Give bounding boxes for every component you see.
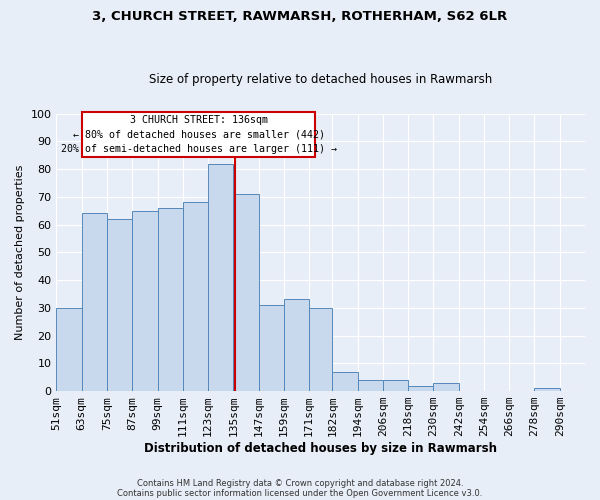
Text: Contains public sector information licensed under the Open Government Licence v3: Contains public sector information licen… [118,488,482,498]
Bar [433,383,458,391]
Bar [358,380,383,391]
Bar [284,300,309,391]
Bar [107,219,132,391]
Bar [233,194,259,391]
Text: Contains HM Land Registry data © Crown copyright and database right 2024.: Contains HM Land Registry data © Crown c… [137,478,463,488]
Bar [183,202,208,391]
Bar [132,210,158,391]
Bar [259,305,284,391]
Bar [383,380,408,391]
Bar [535,388,560,391]
Y-axis label: Number of detached properties: Number of detached properties [15,164,25,340]
Bar [158,208,183,391]
Bar [309,308,332,391]
Text: 3, CHURCH STREET, RAWMARSH, ROTHERHAM, S62 6LR: 3, CHURCH STREET, RAWMARSH, ROTHERHAM, S… [92,10,508,23]
X-axis label: Distribution of detached houses by size in Rawmarsh: Distribution of detached houses by size … [144,442,497,455]
Bar [82,214,107,391]
Bar [408,386,433,391]
FancyBboxPatch shape [82,112,316,156]
Text: 3 CHURCH STREET: 136sqm
← 80% of detached houses are smaller (442)
20% of semi-d: 3 CHURCH STREET: 136sqm ← 80% of detache… [61,115,337,154]
Bar [332,372,358,391]
Bar [208,164,233,391]
Bar [56,308,82,391]
Title: Size of property relative to detached houses in Rawmarsh: Size of property relative to detached ho… [149,73,493,86]
